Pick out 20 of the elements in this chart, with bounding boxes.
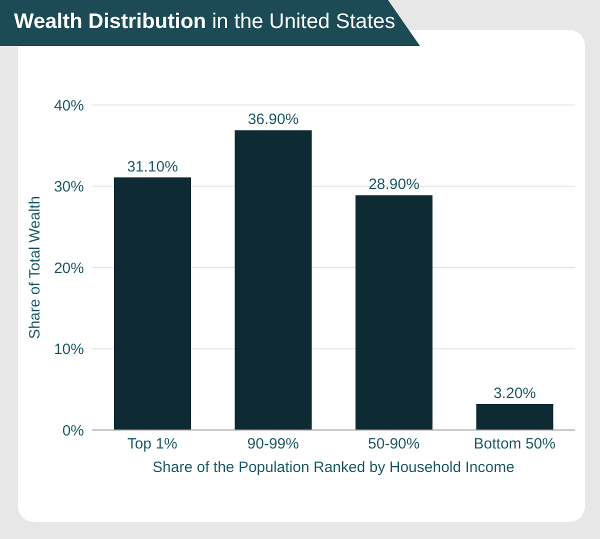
- x-tick-label: 90-99%: [247, 436, 299, 453]
- x-tick-label: Top 1%: [127, 436, 178, 453]
- bar: [114, 177, 191, 430]
- bar: [476, 404, 554, 430]
- y-tick-label: 40%: [54, 97, 84, 114]
- y-tick-label: 30%: [54, 178, 84, 196]
- x-axis-title: Share of the Population Ranked by Household Income: [152, 459, 514, 476]
- bar: [356, 195, 432, 430]
- x-tick-label: Bottom 50%: [474, 436, 556, 453]
- chart-title: Wealth Distribution in the United States: [14, 10, 396, 34]
- y-tick-label: 0%: [62, 422, 84, 440]
- bar: [234, 130, 312, 430]
- y-tick-label: 20%: [54, 260, 84, 277]
- y-axis-title: Share of Total Wealth: [26, 196, 44, 339]
- data-label: 3.20%: [493, 385, 536, 402]
- data-label: 31.10%: [127, 158, 178, 176]
- y-tick-label: 10%: [54, 341, 84, 358]
- data-label: 28.90%: [368, 176, 420, 194]
- data-label: 36.90%: [248, 111, 299, 128]
- x-tick-label: 50-90%: [368, 436, 420, 453]
